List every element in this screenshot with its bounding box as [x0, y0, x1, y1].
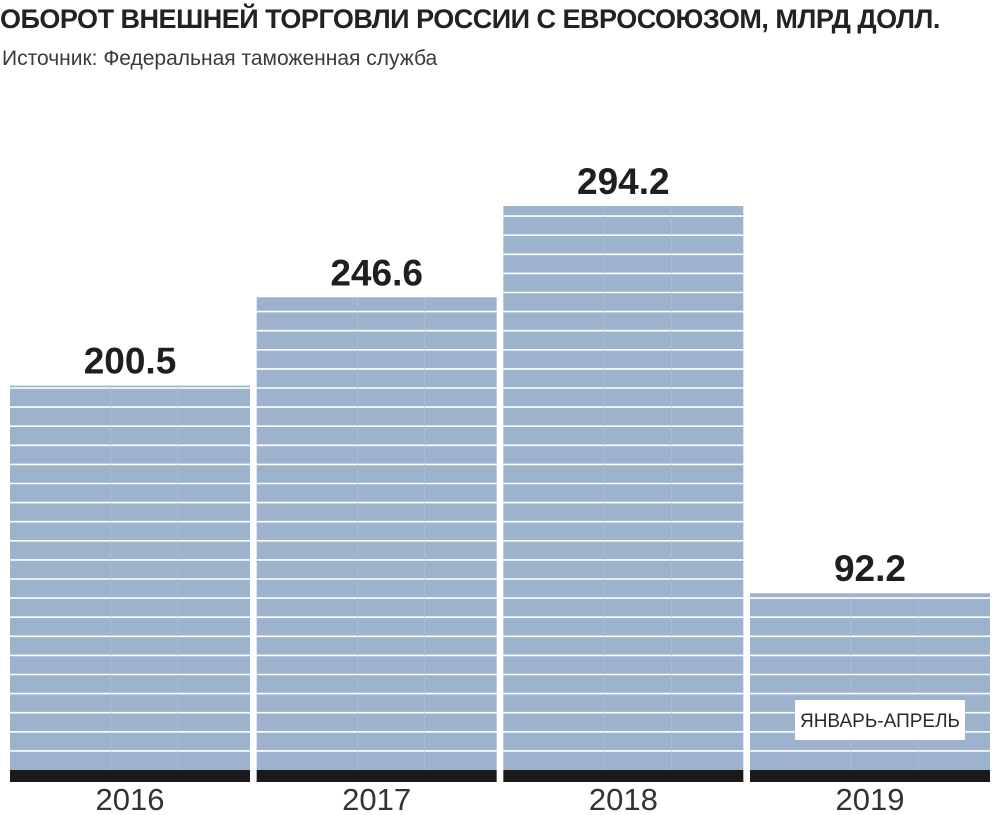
bar-2017: [256, 297, 497, 782]
bar-2019: [750, 593, 990, 782]
bar-2016: [10, 385, 250, 782]
tick-label-2017: 2017: [342, 782, 411, 815]
chart-title: ОБОРОТ ВНЕШНЕЙ ТОРГОВЛИ РОССИИ С ЕВРОСОЮ…: [0, 4, 940, 34]
bar-fill: [750, 593, 990, 770]
bar-stripes: [256, 297, 497, 770]
labels-layer: 200.5 2016 246.6 2017 294.2 2018 92.2 2019 ЯНВАР…: [84, 161, 965, 815]
value-label-2019: 92.2: [834, 548, 906, 589]
value-label-2018: 294.2: [577, 161, 670, 202]
bar-fill: [10, 385, 250, 770]
bar-stripes: [503, 206, 744, 770]
tick-label-2018: 2018: [589, 782, 658, 815]
bar-base: [10, 770, 250, 782]
chart-source: Источник: Федеральная таможенная служба: [2, 47, 438, 70]
bars-layer: [10, 206, 990, 782]
value-label-2016: 200.5: [84, 341, 177, 382]
bar-fill: [503, 206, 744, 770]
period-note: ЯНВАРЬ-АПРЕЛЬ: [795, 700, 965, 740]
bar-base: [503, 770, 744, 782]
period-note-box: [795, 700, 965, 740]
tick-label-2019: 2019: [836, 782, 905, 815]
value-label-2017: 246.6: [330, 252, 423, 293]
bar-stripes: [10, 385, 250, 770]
bar-fill: [256, 297, 497, 770]
bar-2018: [503, 206, 744, 782]
bar-base: [256, 770, 497, 782]
tick-label-2016: 2016: [96, 782, 165, 815]
bar-base: [750, 770, 990, 782]
period-note-text: ЯНВАРЬ-АПРЕЛЬ: [800, 711, 960, 732]
